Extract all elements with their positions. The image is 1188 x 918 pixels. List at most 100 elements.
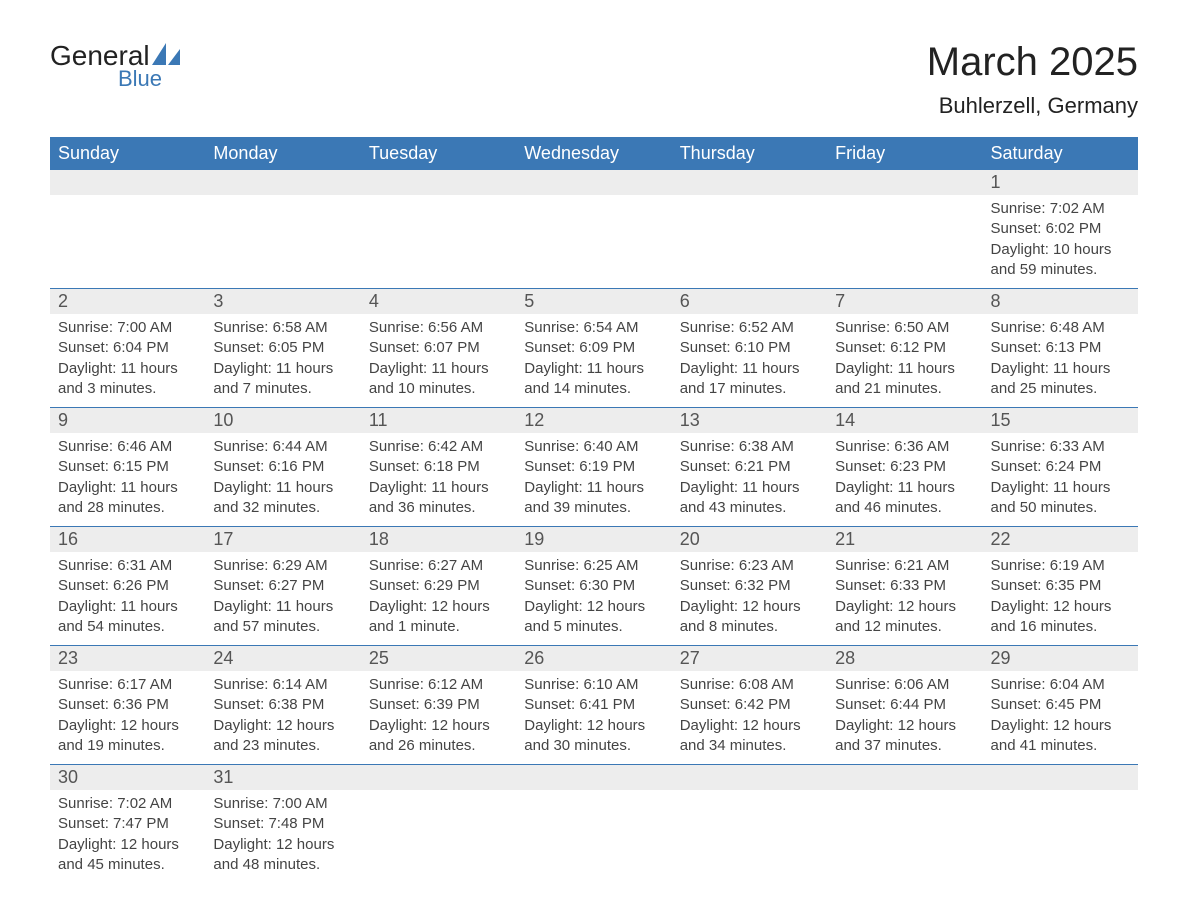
sunset-text: Sunset: 6:39 PM <box>369 695 508 715</box>
day-cell: Sunrise: 6:46 AMSunset: 6:15 PMDaylight:… <box>50 433 205 527</box>
day-cell: Sunrise: 6:33 AMSunset: 6:24 PMDaylight:… <box>983 433 1138 527</box>
day-number-cell: 26 <box>516 646 671 672</box>
day-cell: Sunrise: 7:00 AMSunset: 6:04 PMDaylight:… <box>50 314 205 408</box>
weekday-header: Tuesday <box>361 137 516 170</box>
day-content: Sunrise: 6:08 AMSunset: 6:42 PMDaylight:… <box>672 671 827 764</box>
day-number: 6 <box>672 289 827 314</box>
day-number: 3 <box>205 289 360 314</box>
empty-daynum-cell <box>50 170 205 195</box>
empty-daynum-cell <box>827 765 982 791</box>
day-content: Sunrise: 6:31 AMSunset: 6:26 PMDaylight:… <box>50 552 205 645</box>
empty-daynum-cell <box>827 170 982 195</box>
daylight-text: Daylight: 12 hours and 5 minutes. <box>524 597 663 638</box>
sunrise-text: Sunrise: 6:23 AM <box>680 556 819 576</box>
sunrise-text: Sunrise: 7:00 AM <box>213 794 352 814</box>
day-content: Sunrise: 6:25 AMSunset: 6:30 PMDaylight:… <box>516 552 671 645</box>
sunset-text: Sunset: 6:32 PM <box>680 576 819 596</box>
empty-daynum-cell <box>672 170 827 195</box>
day-content: Sunrise: 6:58 AMSunset: 6:05 PMDaylight:… <box>205 314 360 407</box>
day-number: 16 <box>50 527 205 552</box>
day-number: 31 <box>205 765 360 790</box>
day-number: 22 <box>983 527 1138 552</box>
day-number-cell: 3 <box>205 289 360 315</box>
day-cell: Sunrise: 6:44 AMSunset: 6:16 PMDaylight:… <box>205 433 360 527</box>
day-number: 9 <box>50 408 205 433</box>
sunrise-text: Sunrise: 6:29 AM <box>213 556 352 576</box>
daylight-text: Daylight: 12 hours and 34 minutes. <box>680 716 819 757</box>
day-content: Sunrise: 6:06 AMSunset: 6:44 PMDaylight:… <box>827 671 982 764</box>
day-content: Sunrise: 7:02 AMSunset: 7:47 PMDaylight:… <box>50 790 205 883</box>
day-number: 13 <box>672 408 827 433</box>
day-number-cell: 23 <box>50 646 205 672</box>
sunset-text: Sunset: 6:05 PM <box>213 338 352 358</box>
weekday-header: Wednesday <box>516 137 671 170</box>
day-content: Sunrise: 6:27 AMSunset: 6:29 PMDaylight:… <box>361 552 516 645</box>
daylight-text: Daylight: 11 hours and 10 minutes. <box>369 359 508 400</box>
empty-daynum-cell <box>983 765 1138 791</box>
daylight-text: Daylight: 11 hours and 39 minutes. <box>524 478 663 519</box>
daylight-text: Daylight: 12 hours and 19 minutes. <box>58 716 197 757</box>
sunrise-text: Sunrise: 6:31 AM <box>58 556 197 576</box>
empty-day-cell <box>361 790 516 883</box>
daylight-text: Daylight: 11 hours and 28 minutes. <box>58 478 197 519</box>
daylight-text: Daylight: 12 hours and 30 minutes. <box>524 716 663 757</box>
day-number-cell: 27 <box>672 646 827 672</box>
day-number-cell: 2 <box>50 289 205 315</box>
day-content: Sunrise: 6:10 AMSunset: 6:41 PMDaylight:… <box>516 671 671 764</box>
day-number-cell: 1 <box>983 170 1138 195</box>
day-number: 23 <box>50 646 205 671</box>
day-number: 15 <box>983 408 1138 433</box>
empty-day-cell <box>827 790 982 883</box>
sunrise-text: Sunrise: 6:27 AM <box>369 556 508 576</box>
day-number-cell: 17 <box>205 527 360 553</box>
day-cell: Sunrise: 6:19 AMSunset: 6:35 PMDaylight:… <box>983 552 1138 646</box>
empty-day-cell <box>672 195 827 289</box>
title-block: March 2025 Buhlerzell, Germany <box>927 40 1138 119</box>
empty-day-cell <box>983 790 1138 883</box>
day-number-cell: 20 <box>672 527 827 553</box>
day-content: Sunrise: 6:17 AMSunset: 6:36 PMDaylight:… <box>50 671 205 764</box>
weekday-header: Saturday <box>983 137 1138 170</box>
sunset-text: Sunset: 7:48 PM <box>213 814 352 834</box>
day-content: Sunrise: 6:33 AMSunset: 6:24 PMDaylight:… <box>983 433 1138 526</box>
empty-day-cell <box>672 790 827 883</box>
daylight-text: Daylight: 11 hours and 3 minutes. <box>58 359 197 400</box>
empty-day-cell <box>50 195 205 289</box>
day-content: Sunrise: 6:14 AMSunset: 6:38 PMDaylight:… <box>205 671 360 764</box>
day-content: Sunrise: 6:46 AMSunset: 6:15 PMDaylight:… <box>50 433 205 526</box>
sunrise-text: Sunrise: 6:44 AM <box>213 437 352 457</box>
sunrise-text: Sunrise: 6:17 AM <box>58 675 197 695</box>
daylight-text: Daylight: 12 hours and 12 minutes. <box>835 597 974 638</box>
day-content: Sunrise: 7:00 AMSunset: 7:48 PMDaylight:… <box>205 790 360 883</box>
empty-daynum-cell <box>361 170 516 195</box>
day-content: Sunrise: 6:54 AMSunset: 6:09 PMDaylight:… <box>516 314 671 407</box>
sunrise-text: Sunrise: 7:02 AM <box>58 794 197 814</box>
day-number-cell: 16 <box>50 527 205 553</box>
day-cell: Sunrise: 6:04 AMSunset: 6:45 PMDaylight:… <box>983 671 1138 765</box>
sunrise-text: Sunrise: 6:21 AM <box>835 556 974 576</box>
day-number-cell: 21 <box>827 527 982 553</box>
day-cell: Sunrise: 7:00 AMSunset: 7:48 PMDaylight:… <box>205 790 360 883</box>
daylight-text: Daylight: 11 hours and 57 minutes. <box>213 597 352 638</box>
day-number-cell: 24 <box>205 646 360 672</box>
sunset-text: Sunset: 6:02 PM <box>991 219 1130 239</box>
day-content: Sunrise: 6:40 AMSunset: 6:19 PMDaylight:… <box>516 433 671 526</box>
daylight-text: Daylight: 12 hours and 41 minutes. <box>991 716 1130 757</box>
day-number: 29 <box>983 646 1138 671</box>
day-number: 21 <box>827 527 982 552</box>
empty-day-cell <box>205 195 360 289</box>
sunrise-text: Sunrise: 6:19 AM <box>991 556 1130 576</box>
daylight-text: Daylight: 11 hours and 25 minutes. <box>991 359 1130 400</box>
sunrise-text: Sunrise: 6:06 AM <box>835 675 974 695</box>
day-number: 14 <box>827 408 982 433</box>
sunset-text: Sunset: 6:19 PM <box>524 457 663 477</box>
empty-daynum-cell <box>361 765 516 791</box>
empty-daynum-cell <box>516 765 671 791</box>
sunrise-text: Sunrise: 6:25 AM <box>524 556 663 576</box>
month-title: March 2025 <box>927 40 1138 85</box>
sunrise-text: Sunrise: 6:38 AM <box>680 437 819 457</box>
empty-daynum-cell <box>672 765 827 791</box>
day-cell: Sunrise: 6:10 AMSunset: 6:41 PMDaylight:… <box>516 671 671 765</box>
logo-text-blue: Blue <box>118 66 162 92</box>
sunset-text: Sunset: 6:29 PM <box>369 576 508 596</box>
